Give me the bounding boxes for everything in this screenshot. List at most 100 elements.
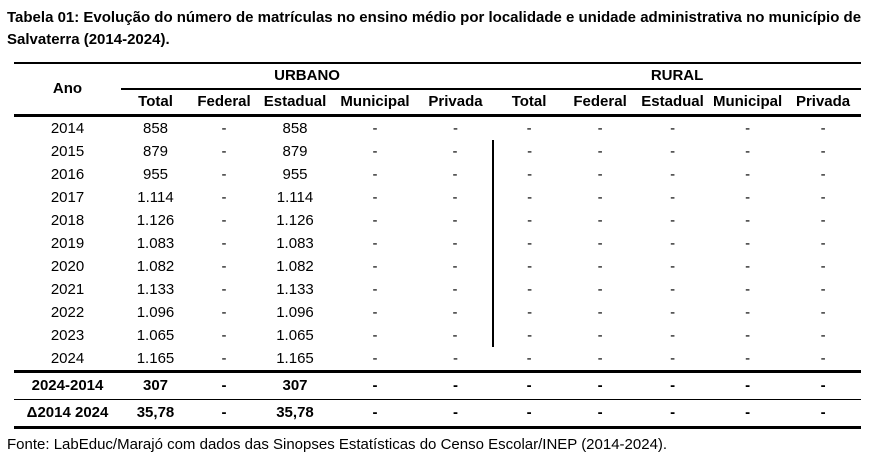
column-header-rural-privada: Privada — [785, 88, 862, 117]
cell: 1.126 — [136, 211, 175, 229]
cell: - — [597, 280, 603, 298]
cell: - — [820, 119, 826, 137]
cell: - — [820, 349, 826, 367]
cell: 1.082 — [136, 257, 175, 275]
enrollment-table: Ano URBANO RURAL Total Federal Estadual … — [14, 61, 862, 429]
row-label: 2016 — [50, 165, 85, 183]
cell: - — [670, 234, 676, 252]
row-label: 2015 — [50, 142, 85, 160]
source-caption: Fonte: LabEduc/Marajó com dados das Sino… — [7, 435, 668, 453]
cell: 858 — [282, 119, 308, 137]
cell: - — [597, 234, 603, 252]
cell: - — [745, 257, 751, 275]
cell: - — [670, 211, 676, 229]
cell: 1.083 — [276, 234, 314, 252]
cell: - — [670, 165, 676, 183]
cell: - — [526, 119, 532, 137]
cell: - — [452, 303, 458, 321]
table-row: 2017 1.114 - 1.114 - - - - - - - — [14, 185, 861, 209]
cell: - — [710, 369, 786, 399]
cell: - — [745, 142, 751, 160]
cell: 35,78 — [258, 398, 332, 429]
cell: 1.114 — [276, 188, 314, 206]
cell: 1.065 — [136, 326, 175, 344]
cell: - — [221, 211, 227, 229]
table-row: 2018 1.126 - 1.126 - - - - - - - — [14, 208, 861, 232]
column-header-ano: Ano — [14, 62, 121, 117]
cell: - — [332, 369, 418, 399]
cell: 1.133 — [136, 280, 175, 298]
row-label: Δ2014 2024 — [14, 398, 121, 429]
row-label: 2024-2014 — [14, 369, 121, 399]
cell: - — [670, 142, 676, 160]
cell: 1.082 — [276, 257, 314, 275]
cell: - — [820, 211, 826, 229]
cell: - — [492, 139, 566, 163]
cell: - — [820, 257, 826, 275]
cell: - — [221, 280, 227, 298]
table-row: 2019 1.083 - 1.083 - - - - - - - — [14, 231, 861, 255]
cell: - — [597, 142, 603, 160]
cell: - — [372, 349, 378, 367]
cell: 955 — [142, 165, 169, 183]
column-header-urbano-municipal: Municipal — [332, 88, 418, 117]
column-header-urbano-federal: Federal — [190, 88, 258, 117]
cell: - — [785, 398, 862, 429]
column-group-urbano: URBANO — [121, 62, 494, 90]
cell: - — [820, 303, 826, 321]
cell: - — [670, 303, 676, 321]
cell: - — [820, 188, 826, 206]
cell: - — [418, 369, 494, 399]
row-label: 2014 — [50, 119, 85, 137]
cell: - — [670, 326, 676, 344]
cell: - — [452, 326, 458, 344]
cell: - — [332, 398, 418, 429]
cell: - — [221, 326, 227, 344]
column-header-urbano-total: Total — [121, 88, 190, 117]
summary-row: Δ2014 2024 35,78-35,78- - - - - - - — [14, 398, 862, 429]
row-label: 2022 — [50, 303, 85, 321]
cell: - — [670, 280, 676, 298]
cell: - — [372, 257, 378, 275]
row-label: 2023 — [50, 326, 85, 344]
cell: - — [597, 211, 603, 229]
row-label: 2024 — [50, 349, 85, 367]
table-body: 2014 858-858- - - - - - -2015 879-879- - - - - - -2016… — [14, 115, 862, 429]
table-row: 2015 879 - 879 - - - - - - - — [14, 139, 861, 163]
cell: - — [670, 188, 676, 206]
cell: - — [745, 211, 751, 229]
cell: - — [452, 142, 458, 160]
cell: - — [190, 369, 258, 399]
cell: 1.165 — [136, 349, 175, 367]
cell: - — [745, 349, 751, 367]
cell: - — [492, 254, 566, 278]
cell: 858 — [142, 119, 169, 137]
cell: 879 — [282, 142, 308, 160]
cell: - — [820, 280, 826, 298]
cell: - — [372, 142, 378, 160]
cell: - — [670, 119, 676, 137]
cell: - — [597, 119, 603, 137]
cell: - — [492, 323, 566, 347]
cell: 955 — [282, 165, 308, 183]
cell: 1.114 — [137, 188, 174, 206]
cell: - — [492, 162, 566, 186]
cell: 1.083 — [136, 234, 175, 252]
cell: - — [221, 303, 227, 321]
cell: - — [221, 188, 227, 206]
cell: - — [565, 398, 636, 429]
cell: - — [453, 349, 459, 367]
cell: - — [221, 119, 227, 137]
cell: - — [492, 231, 566, 255]
cell: - — [745, 326, 751, 344]
cell: - — [597, 188, 603, 206]
table-row: 2014 858 - 858 - - - - - - - — [14, 115, 861, 140]
cell: - — [492, 277, 566, 301]
cell: - — [418, 398, 494, 429]
table-title: Tabela 01: Evolução do número de matrícu… — [7, 9, 862, 48]
cell: - — [635, 369, 711, 399]
column-header-urbano-estadual: Estadual — [258, 88, 332, 117]
cell: - — [372, 211, 378, 229]
cell: - — [492, 208, 566, 232]
cell: 307 — [121, 369, 190, 399]
